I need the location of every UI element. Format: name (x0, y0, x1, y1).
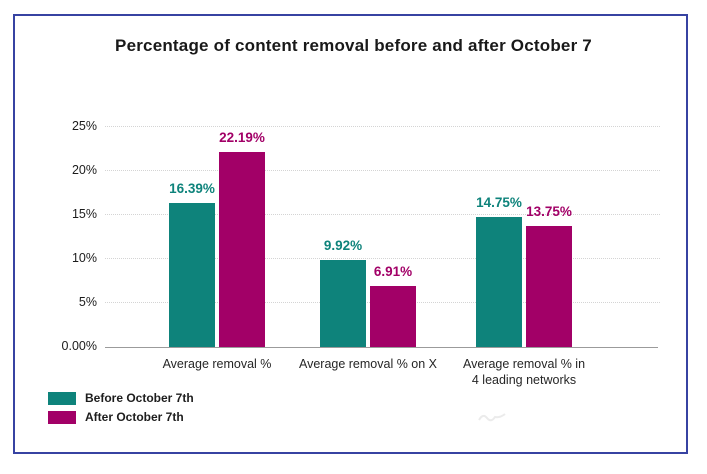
legend-label: After October 7th (85, 410, 184, 424)
legend-item: Before October 7th (48, 391, 194, 405)
x-axis-line (105, 347, 658, 348)
legend: Before October 7th After October 7th (48, 391, 194, 429)
legend-label: Before October 7th (85, 391, 194, 405)
x-axis-category-label: Average removal % (162, 357, 272, 371)
bar-value-label: 13.75% (526, 204, 572, 219)
y-axis-tick-label: 25% (71, 119, 97, 133)
gridline (105, 126, 660, 127)
bar-after-october-7th (526, 226, 572, 347)
x-axis-category-label: Average removal % in 4 leading networks (462, 357, 586, 387)
faint-squiggle-watermark-icon (476, 410, 508, 431)
chart-frame (13, 14, 688, 454)
y-axis-tick-label: 15% (71, 207, 97, 221)
bar-before-october-7th (320, 260, 366, 347)
bar-after-october-7th (219, 152, 265, 347)
gridline (105, 170, 660, 171)
y-axis-tick-label: 10% (71, 251, 97, 265)
legend-swatch (48, 391, 76, 405)
bar-after-october-7th (370, 286, 416, 347)
x-axis-category-label: Average removal % on X (298, 357, 438, 371)
legend-item: After October 7th (48, 410, 194, 424)
bar-value-label: 9.92% (323, 238, 363, 253)
legend-swatch (48, 410, 76, 424)
bar-value-label: 6.91% (373, 264, 413, 279)
y-axis-tick-label: 0.00% (61, 339, 97, 353)
bar-value-label: 16.39% (169, 181, 215, 196)
gridline (105, 258, 660, 259)
y-axis-tick-label: 20% (71, 163, 97, 177)
bar-before-october-7th (169, 203, 215, 347)
chart-title: Percentage of content removal before and… (115, 36, 592, 55)
y-axis-tick-label: 5% (78, 295, 97, 309)
bar-value-label: 14.75% (476, 195, 522, 210)
bar-value-label: 22.19% (219, 130, 265, 145)
bar-before-october-7th (476, 217, 522, 347)
gridline (105, 214, 660, 215)
